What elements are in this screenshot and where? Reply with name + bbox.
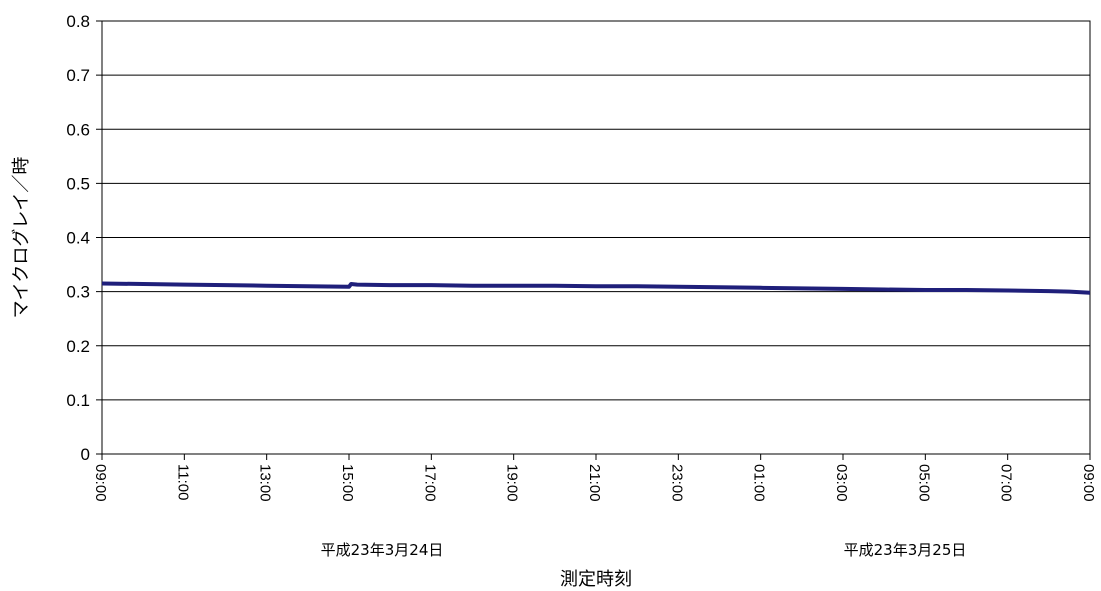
x-tick-label: 13:00: [257, 464, 274, 502]
x-tick-label: 23:00: [668, 464, 685, 502]
x-tick-label: 03:00: [833, 464, 850, 502]
x-tick-label: 17:00: [421, 464, 438, 502]
grid-lines: [102, 74, 1090, 401]
date-label-1: 平成23年3月24日: [321, 541, 444, 559]
x-tick-label: 05:00: [915, 464, 932, 502]
y-tick-label: 0.1: [66, 391, 90, 410]
y-tick-label: 0.3: [66, 283, 90, 302]
x-tick-label: 07:00: [998, 464, 1015, 502]
x-axis-label: 測定時刻: [560, 569, 632, 590]
series-group: [101, 281, 1091, 295]
y-axis: 0 0.1 0.2 0.3 0.4 0.5 0.6 0.7 0.8: [66, 12, 102, 464]
x-tick-label: 11:00: [174, 464, 191, 500]
date-label-2: 平成23年3月25日: [844, 541, 967, 559]
y-tick-label: 0.5: [66, 174, 90, 193]
x-tick-label: 21:00: [586, 464, 603, 502]
y-tick-label: 0.8: [66, 12, 90, 31]
y-tick-label: 0.2: [66, 337, 90, 356]
y-tick-label: 0: [81, 445, 90, 464]
x-axis: 09:00 11:00 13:00 15:00 17:00 19:00 21:00 23:00…: [92, 454, 1097, 502]
series-line: [101, 281, 1091, 295]
x-tick-label: 15:00: [339, 464, 356, 502]
y-tick-label: 0.4: [66, 229, 90, 248]
x-tick-label: 09:00: [1080, 464, 1097, 502]
y-axis-label: マイクログレイ／時: [11, 157, 32, 319]
y-tick-label: 0.6: [66, 120, 90, 139]
x-tick-label: 01:00: [751, 464, 768, 502]
y-tick-label: 0.7: [66, 66, 90, 85]
x-tick-label: 09:00: [92, 464, 109, 502]
x-tick-label: 19:00: [504, 464, 521, 502]
